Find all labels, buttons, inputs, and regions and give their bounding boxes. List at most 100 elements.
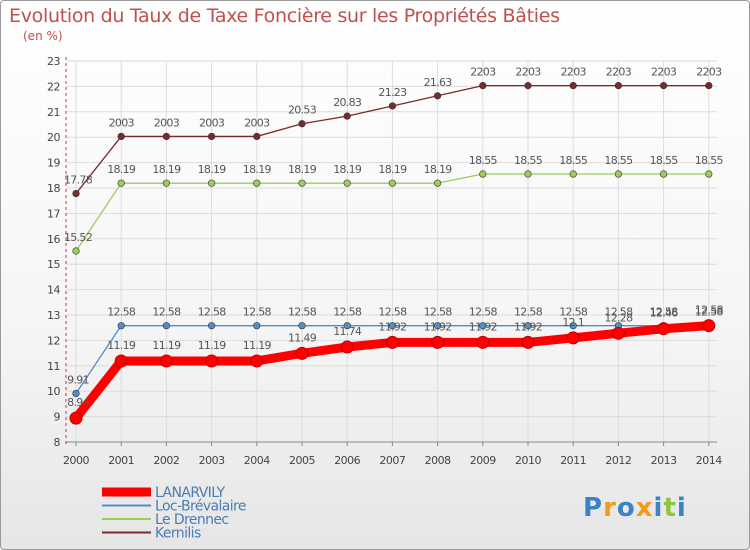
data-label: 12.58 [152,306,181,319]
data-label: 12.58 [650,306,679,319]
data-point [205,354,219,368]
data-label: 2203 [470,66,496,79]
y-tick-label: 9 [54,411,61,424]
data-point [162,322,170,330]
data-point [69,411,83,425]
x-tick-label: 2001 [108,454,134,467]
axis-layer: 8 9 10 11 12 13 14 15 16 17 18 19 20 21 22 23 2000 2001 20… [47,55,723,467]
data-point [705,82,713,90]
data-point [72,247,80,255]
data-label: 18.55 [604,154,633,167]
data-point [434,92,442,100]
data-label: 20.83 [333,96,362,109]
data-point [162,132,170,141]
data-point [253,132,261,141]
data-point [479,82,487,90]
data-label: 12.58 [378,306,407,319]
data-point [524,322,532,330]
data-point [298,322,306,330]
data-label: 17.78 [64,174,93,187]
logo-letter: t [663,493,677,523]
data-label: 21.23 [378,86,407,99]
data-point [569,82,577,90]
logo-letter: o [616,493,636,523]
data-label: 12.58 [424,306,453,319]
data-label: 2003 [109,116,135,129]
data-point [117,132,125,141]
data-point [298,120,306,128]
data-label: 2003 [199,116,225,129]
y-tick-label: 22 [47,80,60,93]
data-point [253,179,261,187]
data-point [569,322,577,330]
data-point [298,179,306,187]
y-tick-label: 18 [47,182,60,195]
logo-letter: x [635,493,654,523]
data-label: 11.92 [378,320,406,333]
data-label: 2203 [651,66,677,79]
data-label: 12.58 [695,306,724,319]
x-tick-label: 2003 [199,454,225,467]
data-label: 11.19 [107,339,136,352]
y-tick-label: 20 [47,131,60,144]
data-label: 2203 [696,66,722,79]
data-point [702,319,716,333]
data-label: 12.58 [243,306,272,319]
data-point [431,335,445,349]
data-point [524,82,532,90]
data-label: 2003 [244,116,270,129]
data-label: 12.58 [469,306,498,319]
data-label: 12.58 [107,306,136,319]
data-point [72,389,80,398]
y-tick-label: 12 [47,334,60,347]
data-point [340,340,354,354]
data-label: 11.74 [333,325,362,338]
data-label: 12.58 [514,306,543,319]
data-label: 12.1 [562,316,584,329]
data-label: 20.53 [288,104,317,117]
data-point [250,354,264,368]
data-point [343,112,351,120]
y-tick-label: 11 [47,360,60,373]
y-tick-label: 14 [47,284,60,297]
x-tick-label: 2011 [560,454,586,467]
data-label: 18.55 [650,154,679,167]
label-layer: 17.78 2003 2003 2003 2003 20.53 20.83 21.23 21.6… [64,66,724,409]
y-tick-label: 17 [47,207,60,220]
data-label: 12.58 [695,304,724,317]
data-label: 18.55 [469,154,498,167]
legend-label: Kernilis [155,526,201,542]
x-tick-label: 2008 [425,454,451,467]
logo-letter: r [603,493,617,523]
data-point [208,322,216,330]
data-label: 11.49 [288,331,317,344]
data-point [479,322,487,330]
data-label: 2003 [154,116,180,129]
data-point [114,354,128,368]
data-label: 18.19 [378,163,407,176]
data-point [569,170,577,178]
data-label: 11.92 [514,320,542,333]
data-point [72,189,80,198]
data-label: 9.91 [67,373,89,386]
data-label: 12.28 [604,311,633,324]
legend-label: LANARVILY [155,485,226,501]
data-point [659,170,668,178]
x-tick-label: 2010 [515,454,541,467]
data-point [434,179,442,187]
data-point [476,335,490,349]
data-label: 15.52 [64,231,92,244]
data-label: 11.19 [198,339,227,352]
legend-label: Le Drennec [155,512,229,528]
data-label: 8.94 [67,396,89,409]
x-tick-label: 2014 [696,454,722,467]
data-point [117,179,125,187]
data-label: 18.19 [288,163,317,176]
data-label: 11.92 [469,320,497,333]
logo-letter: i [653,493,664,523]
data-label: 12.58 [288,306,317,319]
data-label: 12.58 [604,306,633,319]
